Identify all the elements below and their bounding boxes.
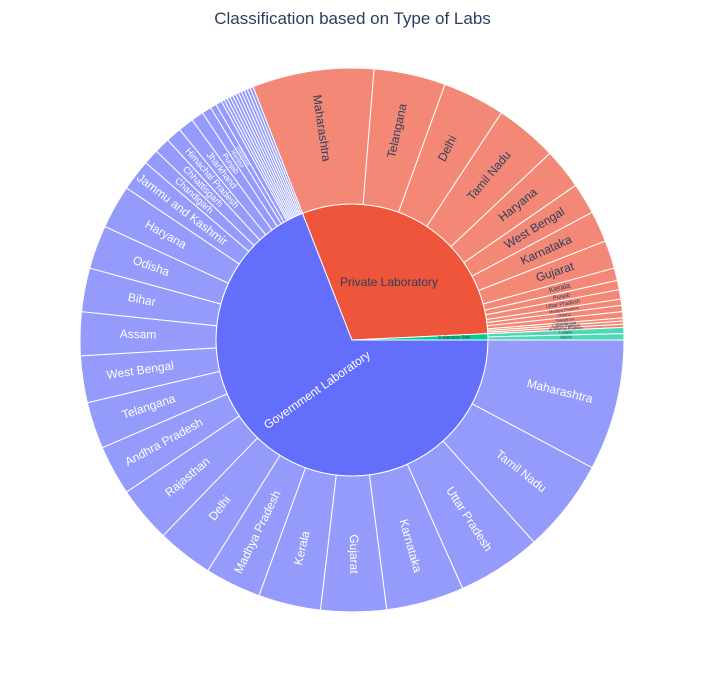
chart-title: Classification based on Type of Labs	[214, 9, 491, 28]
sunburst-outer-segment-collection-site-sikkim[interactable]	[487, 333, 625, 341]
